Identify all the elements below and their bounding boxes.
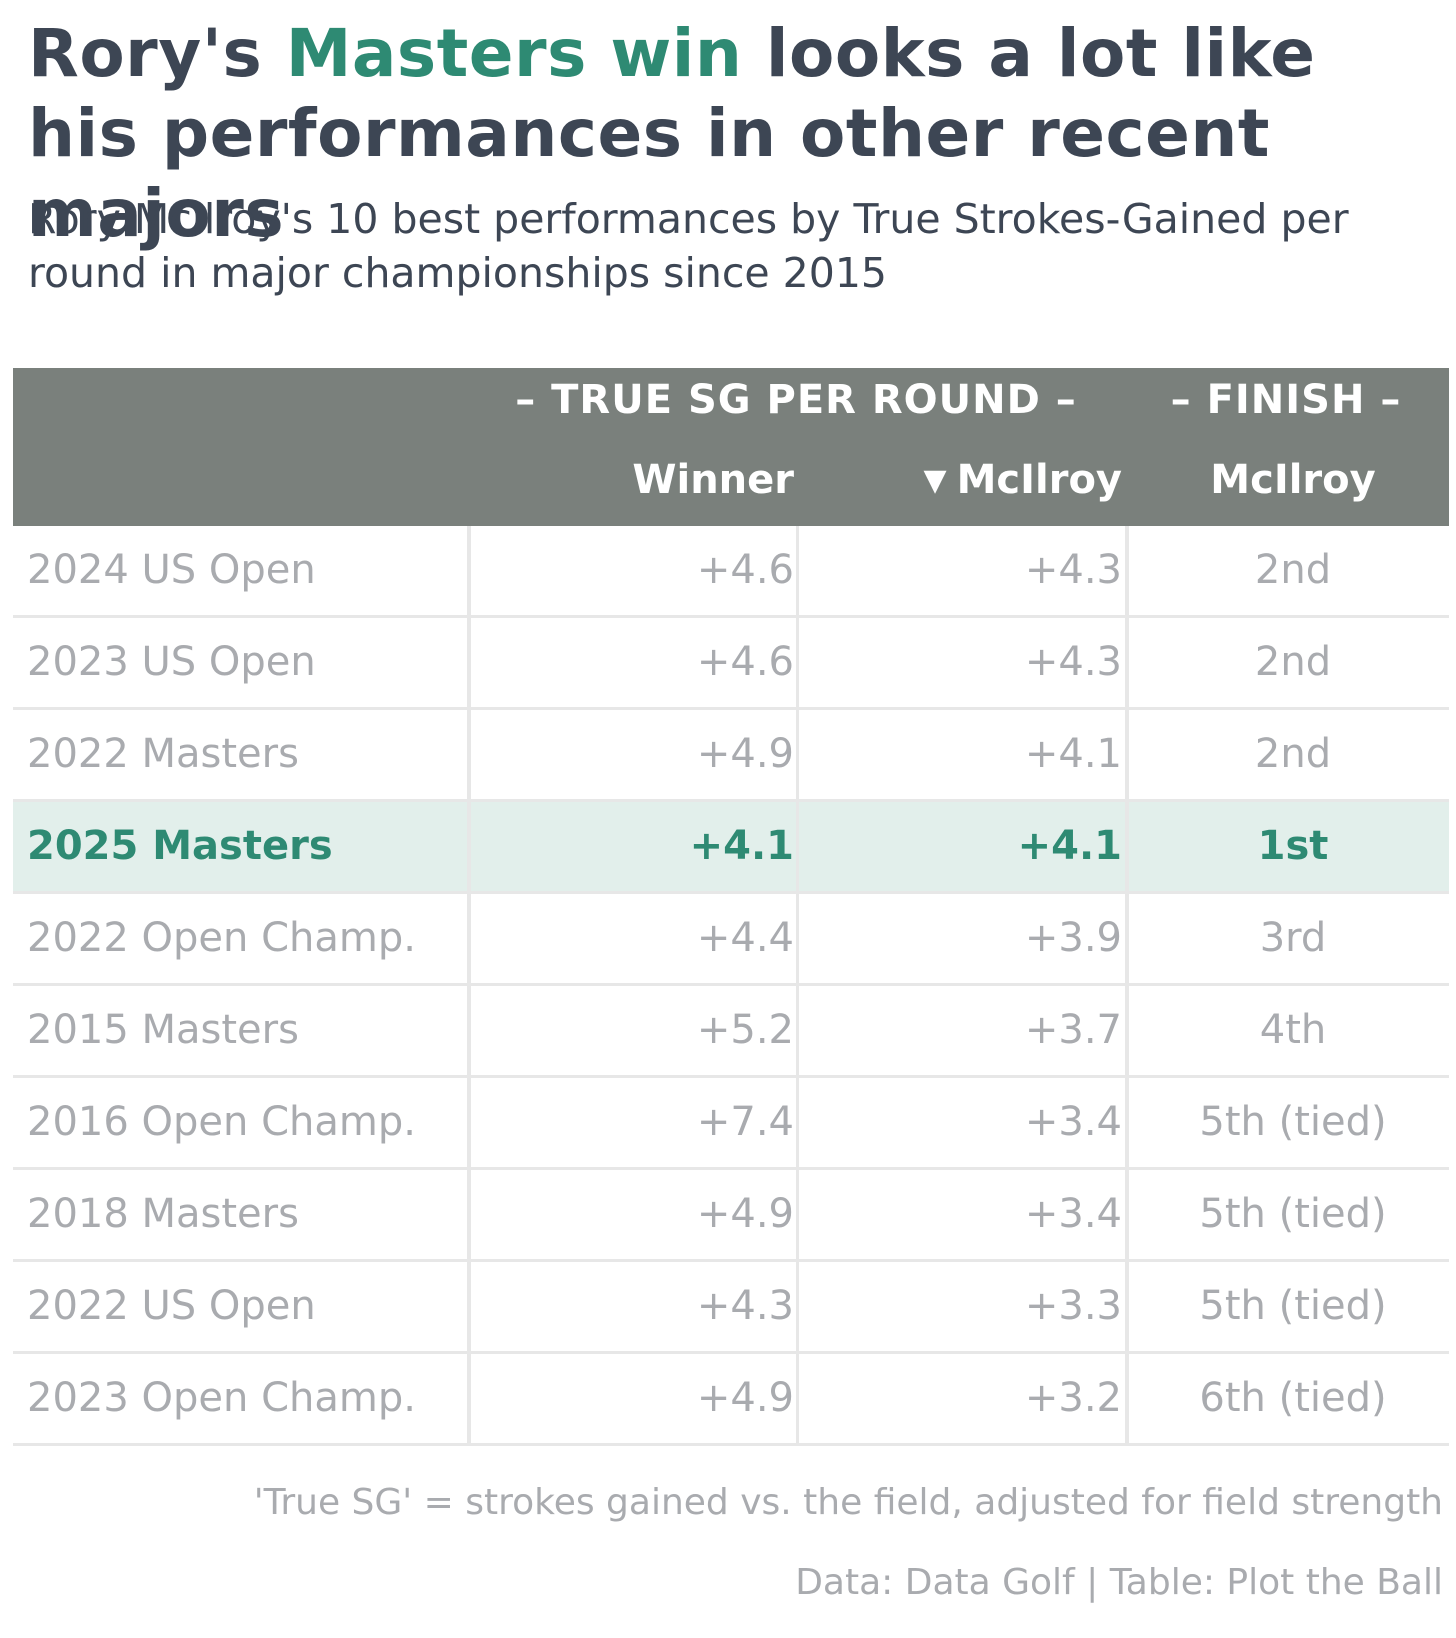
cell-event: 2025 Masters (27, 823, 333, 869)
cell-winner-sg: +7.4 (696, 1099, 794, 1145)
table-row: 2023 US Open +4.6 +4.3 2nd (13, 618, 1449, 710)
cell-mcilroy-finish: 3rd (1259, 915, 1327, 961)
performance-table: – TRUE SG PER ROUND – – FINISH – Winner … (13, 368, 1449, 1446)
cell-winner-sg: +4.9 (696, 1375, 794, 1421)
cell-mcilroy-finish: 1st (1257, 823, 1329, 869)
title-part-2: looks a lot like his performances in oth… (28, 15, 1316, 252)
cell-winner-sg: +5.2 (696, 1007, 794, 1053)
cell-event: 2016 Open Champ. (27, 1099, 416, 1145)
table-row: 2022 US Open +4.3 +3.3 5th (tied) (13, 1262, 1449, 1354)
cell-mcilroy-finish: 4th (1259, 1007, 1327, 1053)
cell-event: 2022 Open Champ. (27, 915, 416, 961)
cell-mcilroy-finish: 2nd (1254, 731, 1332, 777)
footnote: 'True SG' = strokes gained vs. the field… (253, 1482, 1443, 1523)
cell-mcilroy-finish: 5th (tied) (1199, 1099, 1387, 1145)
source-credit: Data: Data Golf | Table: Plot the Ball (795, 1562, 1443, 1603)
cell-event: 2023 US Open (27, 639, 316, 685)
cell-mcilroy-sg: +3.7 (1024, 1007, 1122, 1053)
cell-winner-sg: +4.9 (696, 1191, 794, 1237)
column-header-mcilroy-label: McIlroy (956, 457, 1122, 503)
column-header-mcilroy-sg[interactable]: ▼ McIlroy (799, 448, 1122, 512)
cell-mcilroy-sg: +3.2 (1024, 1375, 1122, 1421)
sort-descending-icon: ▼ (923, 463, 947, 498)
column-divider (467, 526, 471, 1444)
cell-mcilroy-sg: +4.1 (1024, 731, 1122, 777)
cell-winner-sg: +4.9 (696, 731, 794, 777)
table-row: 2024 US Open +4.6 +4.3 2nd (13, 526, 1449, 618)
cell-winner-sg: +4.3 (696, 1283, 794, 1329)
cell-mcilroy-finish: 5th (tied) (1199, 1283, 1387, 1329)
column-header-mcilroy-finish: McIlroy (1210, 457, 1376, 503)
cell-mcilroy-finish: 2nd (1254, 547, 1332, 593)
table-body: 2024 US Open +4.6 +4.3 2nd 2023 US Open +4.6 +… (13, 526, 1449, 1446)
table-header: – TRUE SG PER ROUND – – FINISH – Winner … (13, 368, 1449, 526)
table-row-highlighted: 2025 Masters +4.1 +4.1 1st (13, 802, 1449, 894)
title-highlight: Masters win (285, 15, 743, 92)
cell-event: 2018 Masters (27, 1191, 299, 1237)
table-row: 2015 Masters +5.2 +3.7 4th (13, 986, 1449, 1078)
cell-winner-sg: +4.6 (696, 639, 794, 685)
cell-mcilroy-sg: +3.4 (1024, 1099, 1122, 1145)
cell-mcilroy-sg: +3.9 (1024, 915, 1122, 961)
cell-winner-sg: +4.1 (689, 823, 794, 869)
chart-subtitle: Rory McIlroy's 10 best performances by T… (28, 195, 1349, 297)
cell-event: 2022 Masters (27, 731, 299, 777)
cell-mcilroy-sg: +3.3 (1024, 1283, 1122, 1329)
column-divider (796, 526, 799, 1444)
group-header-finish: – FINISH – (1170, 377, 1402, 423)
cell-event: 2015 Masters (27, 1007, 299, 1053)
cell-mcilroy-sg: +3.4 (1024, 1191, 1122, 1237)
column-divider (1125, 526, 1129, 1444)
cell-event: 2022 US Open (27, 1283, 316, 1329)
cell-winner-sg: +4.4 (696, 915, 794, 961)
table-row: 2022 Open Champ. +4.4 +3.9 3rd (13, 894, 1449, 986)
cell-mcilroy-sg: +4.3 (1024, 639, 1122, 685)
column-header-winner: Winner (632, 457, 794, 503)
cell-mcilroy-sg: +4.3 (1024, 547, 1122, 593)
cell-event: 2023 Open Champ. (27, 1375, 416, 1421)
chart-title: Rory's Masters win looks a lot like his … (28, 14, 1448, 254)
cell-event: 2024 US Open (27, 547, 316, 593)
cell-mcilroy-finish: 6th (tied) (1199, 1375, 1387, 1421)
cell-mcilroy-finish: 2nd (1254, 639, 1332, 685)
title-part-1: Rory's (28, 15, 286, 92)
cell-mcilroy-sg: +4.1 (1017, 823, 1122, 869)
cell-winner-sg: +4.6 (696, 547, 794, 593)
table-row: 2018 Masters +4.9 +3.4 5th (tied) (13, 1170, 1449, 1262)
group-header-true-sg: – TRUE SG PER ROUND – (515, 377, 1077, 423)
table-row: 2016 Open Champ. +7.4 +3.4 5th (tied) (13, 1078, 1449, 1170)
table-row: 2023 Open Champ. +4.9 +3.2 6th (tied) (13, 1354, 1449, 1446)
table-row: 2022 Masters +4.9 +4.1 2nd (13, 710, 1449, 802)
cell-mcilroy-finish: 5th (tied) (1199, 1191, 1387, 1237)
